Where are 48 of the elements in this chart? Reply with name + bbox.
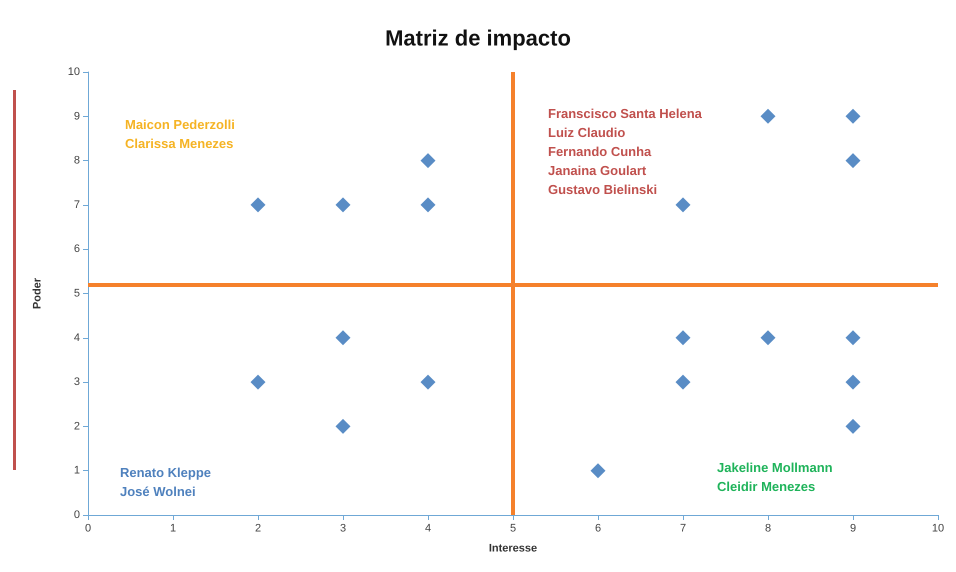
x-tick-label: 2 — [254, 522, 262, 534]
annotation: Maicon Pederzolli Clarissa Menezes — [125, 117, 235, 151]
y-tick-label: 4 — [74, 332, 80, 344]
point — [846, 330, 860, 346]
y-tick-label: 1 — [74, 464, 80, 477]
point — [420, 153, 436, 168]
x-tick-label: 0 — [84, 522, 92, 534]
point — [760, 330, 776, 346]
point — [760, 108, 776, 124]
y-tick-label: 7 — [74, 198, 80, 211]
point — [846, 374, 860, 390]
x-tick-label: 7 — [680, 522, 686, 534]
x-tick-label: 3 — [340, 522, 346, 534]
y-tick-label: 2 — [74, 420, 80, 432]
y-tick-label: 3 — [74, 376, 80, 388]
y-axis-title: Poder — [32, 277, 44, 310]
point — [420, 197, 436, 212]
x-axis-title: Interesse — [488, 542, 538, 554]
point — [846, 108, 860, 124]
y-tick-label: 6 — [74, 243, 80, 256]
point — [250, 197, 266, 212]
point — [846, 153, 860, 168]
point — [676, 330, 690, 346]
x-tick-label: 6 — [594, 522, 602, 534]
point — [336, 330, 350, 346]
point — [250, 374, 266, 390]
x-tick-label: 5 — [510, 522, 516, 534]
chart-title: Matriz de impacto — [385, 26, 571, 50]
y-tick-label: 5 — [74, 288, 80, 300]
y-tick-label: 10 — [68, 66, 80, 78]
annotation: Jakeline Mollmann Cleidir Menezes — [717, 460, 833, 494]
annotation: Renato Kleppe José Wolnei — [120, 465, 212, 499]
point — [336, 418, 350, 434]
y-tick-label: 8 — [74, 154, 80, 167]
y-tick-label: 9 — [74, 110, 80, 122]
point — [420, 374, 436, 390]
point — [676, 374, 690, 390]
point — [846, 418, 860, 434]
point — [590, 463, 606, 478]
y-tick-label: 0 — [74, 509, 80, 521]
x-tick-label: 10 — [932, 522, 944, 534]
x-tick-label: 9 — [850, 522, 856, 534]
annotation: Franscisco Santa Helena Luiz Claudio Fernando Cunha Janaina Goulart Gustavo Bielinski — [548, 106, 703, 197]
x-tick-label: 1 — [170, 522, 176, 534]
x-tick-label: 4 — [424, 522, 432, 534]
x-tick-label: 8 — [764, 522, 772, 534]
point — [676, 197, 690, 212]
point — [336, 197, 350, 212]
